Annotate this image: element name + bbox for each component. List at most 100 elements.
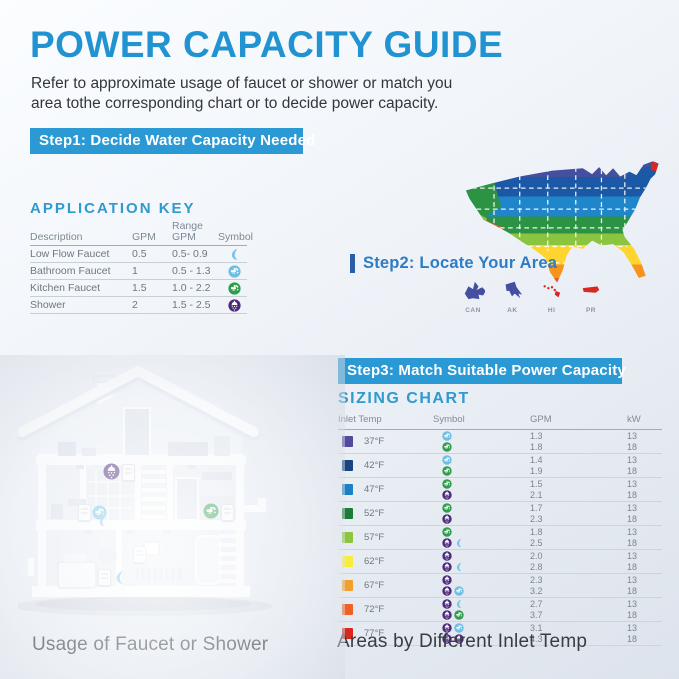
step2-text: Step2: Locate Your Area [363,254,558,272]
shower-icon [442,623,452,633]
gpm-value: 2.3 [530,575,543,585]
water-drop-icon [112,570,127,585]
shower-icon [442,490,452,500]
kw-cell: 13 18 [625,551,662,572]
inlet-temp-color-swatch [342,508,353,519]
gpm-cell: 1.5 2.1 [528,479,625,500]
symbol-cell [428,527,528,548]
inlet-temp-label: 72°F [364,604,385,615]
application-key-row: Low Flow Faucet 0.5 0.5- 0.9 [30,246,247,263]
can-map-icon [461,279,486,306]
application-key-header-row: Description GPM Range GPM Symbol [30,221,253,246]
bathroom-faucet-icon [226,264,247,278]
application-key-table: Description GPM Range GPM Symbol Low Flo… [30,221,253,314]
shower-fixture-icon [103,463,120,480]
gpm-value: 2.0 [530,551,543,561]
gpm-value: 1.3 [530,431,543,441]
shower-icon [442,514,452,524]
kitchen-faucet-icon [442,503,452,513]
gpm-value: 4.3 [530,633,543,644]
sizing-chart-row: 52°F 1.7 2.3 13 18 [338,502,662,526]
sizing-chart-row: 47°F 1.5 2.1 13 18 [338,478,662,502]
gpm-cell: 1.3 1.8 [528,431,625,452]
application-key-row: Bathroom Faucet 1 0.5 - 1.3 [30,263,247,280]
application-gpm: 1 [132,265,138,277]
subtitle-line-2: area tothe corresponding chart or to dec… [31,95,439,112]
region-label: HI [547,307,556,314]
sizing-chart-row: 42°F 1.4 1.9 13 18 [338,454,662,478]
kw-value: 13 [627,455,638,465]
symbol-cell [428,431,528,452]
sizing-chart-row: 37°F 1.3 1.8 13 18 [338,430,662,454]
symbol-cell [428,455,528,476]
water-heater-unit [133,546,146,563]
application-description: Kitchen Faucet [30,282,101,294]
gpm-value: 2.5 [530,537,543,548]
kw-value: 13 [627,479,638,489]
kw-value: 13 [627,551,638,561]
inlet-temp-color-swatch [342,532,353,543]
inlet-temp-color-swatch [342,604,353,615]
shower-icon [442,610,452,620]
sizing-chart-row: 67°F 2.3 3.2 13 18 [338,574,662,598]
bathroom-faucet-icon [454,586,464,596]
extra-regions-row: CAN AK HI PR [461,279,603,314]
kw-value: 18 [627,633,638,644]
shower-icon [442,538,452,548]
col-inlet-temp: Inlet Temp [338,414,382,425]
kw-value: 18 [627,489,638,500]
shower-icon [442,634,452,644]
kitchen-faucet-icon [442,466,452,476]
bathroom-faucet-icon [442,431,452,441]
application-key-row: Shower 2 1.5 - 2.5 [30,297,247,314]
kw-value: 13 [627,599,638,609]
bathroom-faucet-icon [442,455,452,465]
step2-accent-bar [350,254,355,273]
region-pr: PR [579,279,603,314]
region-label: PR [585,307,596,314]
house-cutaway-illustration [18,366,273,616]
gpm-value: 2.3 [530,513,543,524]
sizing-chart-row: 72°F 2.7 3.7 13 18 [338,598,662,622]
kw-cell: 13 18 [625,455,662,476]
inlet-temp-label: 42°F [364,460,385,471]
gpm-cell: 2.3 3.2 [528,575,625,596]
symbol-cell [428,479,528,500]
gpm-cell: 1.7 2.3 [528,503,625,524]
kw-value: 13 [627,623,638,633]
gpm-cell: 2.0 2.8 [528,551,625,572]
kw-value: 18 [627,561,638,572]
gpm-value: 2.8 [530,561,543,572]
inlet-temp-label: 37°F [364,436,385,447]
application-gpm: 1.5 [132,282,147,294]
application-range-gpm: 1.5 - 2.5 [172,299,211,311]
application-range-gpm: 1.0 - 2.2 [172,282,211,294]
gpm-value: 2.7 [530,599,543,609]
subtitle-line-1: Refer to approximate usage of faucet or … [31,75,453,92]
gpm-value: 1.8 [530,441,543,452]
sizing-chart-row: 77°F 3.1 4.3 13 18 [338,622,662,646]
col-gpm: GPM [132,231,156,243]
inlet-temp-label: 47°F [364,484,385,495]
shower-icon [442,586,452,596]
gpm-value: 1.9 [530,465,543,476]
gpm-value: 3.7 [530,609,543,620]
inlet-temp-label: 52°F [364,508,385,519]
gpm-cell: 3.1 4.3 [528,623,625,644]
application-gpm: 2 [132,299,138,311]
application-key-title: APPLICATION KEY [30,200,196,217]
region-hi: HI [540,279,564,314]
shower-icon [442,575,452,585]
bathroom-faucet-fixture-icon [92,505,107,520]
shower-icon [442,562,452,572]
symbol-cell [428,551,528,572]
ak-map-icon [500,279,524,306]
gpm-value: 1.7 [530,503,543,513]
water-heater-unit [122,464,135,481]
shower-icon [454,634,464,644]
page-subtitle: Refer to approximate usage of faucet or … [31,74,452,114]
gpm-value: 3.1 [530,623,543,633]
kw-value: 13 [627,431,638,441]
kw-cell: 13 18 [625,503,662,524]
